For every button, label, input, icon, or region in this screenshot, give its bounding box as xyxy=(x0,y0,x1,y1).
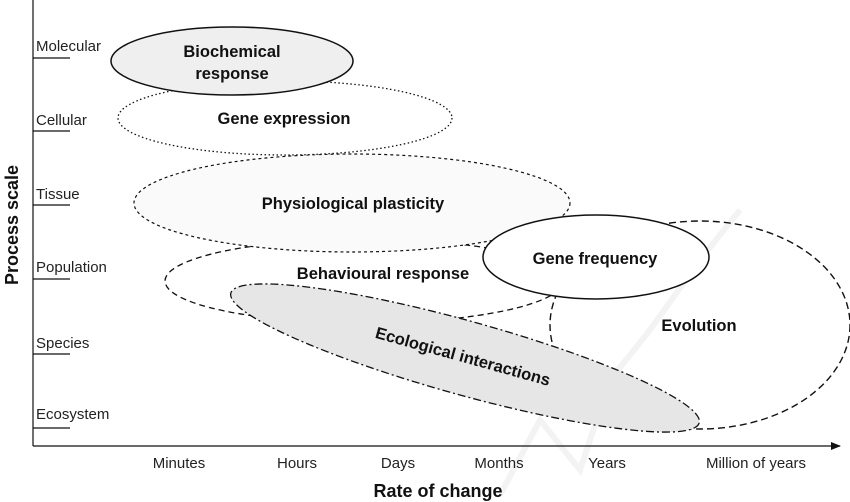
y-label-ecosystem: Ecosystem xyxy=(36,406,109,423)
x-label-hours: Hours xyxy=(277,455,317,472)
gene-expression-ellipse xyxy=(117,80,453,156)
behavioural-response-label: Behavioural response xyxy=(297,265,469,283)
evolution-ellipse xyxy=(549,220,850,430)
y-label-molecular: Molecular xyxy=(36,38,101,55)
ecological-interactions-ellipse xyxy=(229,283,701,433)
y-label-cellular: Cellular xyxy=(36,112,87,129)
x-label-minutes: Minutes xyxy=(153,455,206,472)
x-label-million-years: Million of years xyxy=(706,455,806,472)
y-ticks xyxy=(33,57,70,429)
physiological-plasticity-ellipse xyxy=(133,153,571,253)
y-label-tissue: Tissue xyxy=(36,186,80,203)
gene-expression-label: Gene expression xyxy=(218,110,351,128)
gene-frequency-ellipse xyxy=(482,214,710,300)
y-label-population: Population xyxy=(36,259,107,276)
y-label-species: Species xyxy=(36,335,89,352)
biochemical-response-ellipse xyxy=(110,26,354,96)
physiological-plasticity-label: Physiological plasticity xyxy=(262,195,445,213)
gene-frequency-label: Gene frequency xyxy=(533,250,659,268)
y-axis-title: Process scale xyxy=(2,165,22,285)
evolution-label: Evolution xyxy=(661,317,736,335)
x-label-years: Years xyxy=(588,455,626,472)
x-label-months: Months xyxy=(474,455,523,472)
biochemical-response-label-line1: Biochemical xyxy=(183,43,280,61)
x-axis-title: Rate of change xyxy=(373,481,502,501)
x-label-days: Days xyxy=(381,455,415,472)
biochemical-response-label-line2: response xyxy=(195,65,268,83)
